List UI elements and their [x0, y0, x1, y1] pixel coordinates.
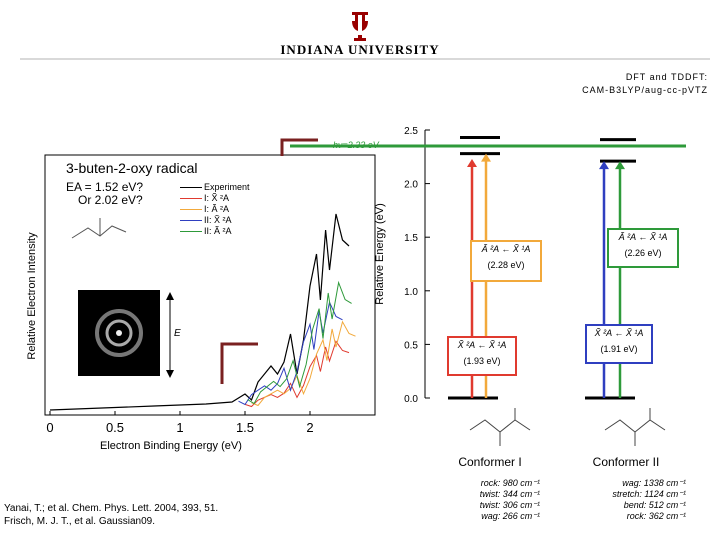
- energy-vector-label: E: [174, 328, 181, 339]
- vibration-mode: wag: 266 cm⁻¹: [481, 511, 540, 521]
- conformer-1-label: Conformer I: [458, 455, 522, 469]
- legend-item: I: X̃ ²A: [180, 193, 270, 204]
- ea-line-1: EA = 1.52 eV?: [66, 180, 144, 194]
- method-line-1: DFT and TDDFT:: [625, 72, 708, 82]
- vibration-mode: twist: 306 cm⁻¹: [479, 500, 540, 510]
- transition-box-conformer2-X: X̃ ²A ← X̃ ¹A (1.91 eV): [585, 324, 653, 364]
- transition-box-conformer1-A: Ã ²A ← X̃ ¹A (2.28 eV): [470, 240, 542, 282]
- arrow-head-down: [166, 370, 174, 378]
- legend-item: Experiment: [180, 182, 270, 193]
- bracket-bottom: [220, 342, 258, 384]
- arrow-head-up: [166, 292, 174, 300]
- energy-tick-label: 2.5: [404, 126, 418, 137]
- conformer-2-label: Conformer II: [592, 455, 660, 469]
- energy-ticks: 0.0 0.5 1.0 1.5 2.0 2.5: [404, 126, 430, 405]
- legend-item: II: Ã ²A: [180, 226, 270, 237]
- vibration-mode: rock: 980 cm⁻¹: [480, 478, 540, 488]
- energy-tick-label: 1.5: [404, 233, 418, 244]
- vibration-mode: wag: 1338 cm⁻¹: [622, 478, 686, 488]
- university-name: INDIANA UNIVERSITY: [280, 42, 440, 57]
- bracket-top: [280, 138, 318, 156]
- transition-box-conformer1-X: X̃ ²A ← X̃ ¹A (1.93 eV): [447, 336, 517, 376]
- transition-box-conformer2-A: Ã ²A ← X̃ ¹A (2.26 eV): [607, 228, 679, 268]
- spectrum-x-ticks: 0 0.5 1 1.5 2: [46, 411, 314, 435]
- vibration-mode: bend: 512 cm⁻¹: [623, 500, 686, 510]
- university-logo-icon: [352, 12, 368, 41]
- energy-tick-label: 0.5: [404, 340, 418, 351]
- header-divider: [20, 58, 710, 60]
- x-tick-label: 0.5: [106, 420, 124, 435]
- vibration-mode: rock: 362 cm⁻¹: [626, 511, 686, 521]
- legend-item: I: Ã ²A: [180, 204, 270, 215]
- simulated-trace: [247, 280, 352, 405]
- arrow-conformer1-X-head: [467, 158, 477, 167]
- arrow-conformer2-A-head: [615, 161, 625, 170]
- x-tick-label: 0: [46, 420, 53, 435]
- conformer-1-structure: [469, 408, 531, 446]
- reference-2: Frisch, M. J. T., et al. Gaussian09.: [4, 516, 155, 527]
- arrow-conformer1-A-head: [481, 153, 491, 162]
- arrow-conformer2-X-head: [599, 161, 609, 170]
- energy-y-axis-label: Relative Energy (eV): [374, 203, 386, 305]
- x-tick-label: 1.5: [236, 420, 254, 435]
- experiment-trace: [49, 213, 350, 411]
- photon-energy-label: hν=2.33 eV: [333, 140, 379, 150]
- spectrum-y-axis-label: Relative Electron Intensity: [26, 232, 38, 360]
- vibration-mode: stretch: 1124 cm⁻¹: [612, 489, 686, 499]
- simulated-trace: [251, 320, 356, 407]
- spectrum-traces: [49, 213, 356, 411]
- reference-1: Yanai, T.; et al. Chem. Phys. Lett. 2004…: [4, 503, 219, 514]
- energy-tick-label: 0.0: [404, 394, 418, 405]
- ea-line-2: Or 2.02 eV?: [78, 193, 143, 207]
- x-tick-label: 2: [306, 420, 313, 435]
- spectrum-title: 3-buten-2-oxy radical: [66, 160, 198, 176]
- vibration-list-conformer1: rock: 980 cm⁻¹ twist: 344 cm⁻¹ twist: 30…: [440, 478, 540, 522]
- image-center: [116, 330, 122, 336]
- energy-tick-label: 2.0: [404, 180, 418, 191]
- spectrum-x-axis-label: Electron Binding Energy (eV): [100, 440, 242, 452]
- legend-item: II: X̃ ²A: [180, 215, 270, 226]
- image-ring-outer: [95, 309, 143, 357]
- energy-tick-label: 1.0: [404, 287, 418, 298]
- image-ring-inner: [105, 319, 133, 347]
- x-tick-label: 1: [176, 420, 183, 435]
- molecule-sketch: [71, 225, 127, 239]
- vibration-list-conformer2: wag: 1338 cm⁻¹ stretch: 1124 cm⁻¹ bend: …: [576, 478, 686, 522]
- conformer-2-structure: [604, 408, 666, 446]
- spectrum-frame: [44, 154, 376, 416]
- vibration-mode: twist: 344 cm⁻¹: [479, 489, 540, 499]
- method-line-2: CAM-B3LYP/aug-cc-pVTZ: [582, 85, 708, 95]
- spectrum-legend: Experiment I: X̃ ²A I: Ã ²A II: X̃ ²A II…: [180, 182, 270, 237]
